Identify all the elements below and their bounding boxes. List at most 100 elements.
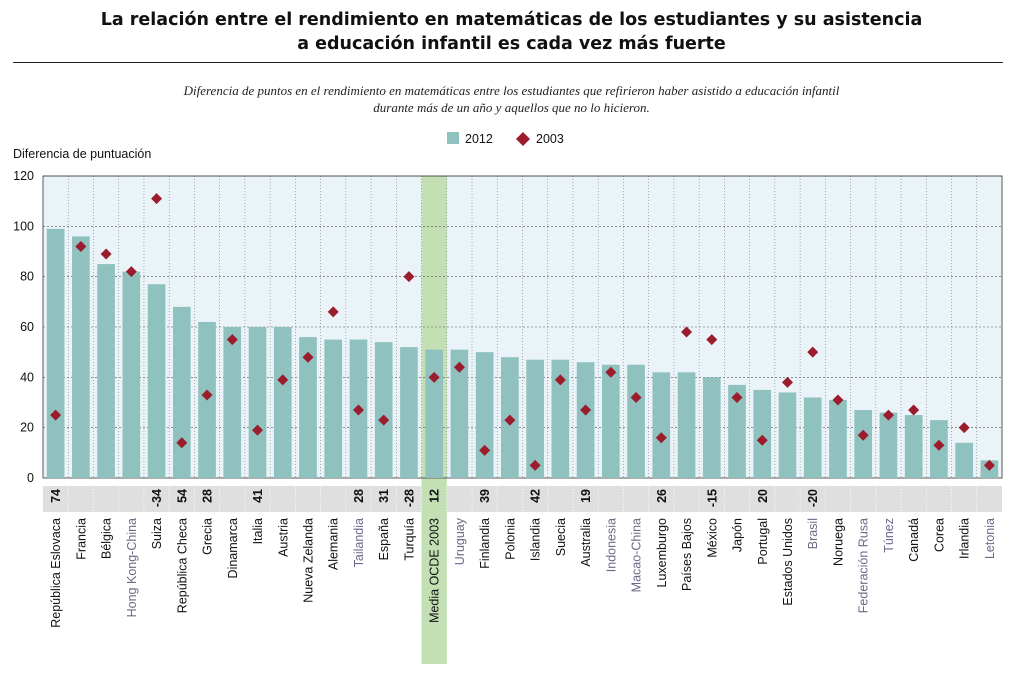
category-label: Alemania (327, 518, 341, 570)
category-label: Federación Rusa (857, 518, 871, 613)
chart-title: La relación entre el rendimiento en mate… (0, 8, 1023, 56)
difference-value: -20 (806, 489, 820, 507)
category-label: Polonia (503, 518, 517, 560)
bar-2012 (854, 410, 873, 478)
bar-2012 (374, 342, 393, 478)
marker-2003 (681, 326, 693, 338)
category-label: Turquía (402, 518, 416, 561)
marker-2003 (75, 240, 87, 252)
marker-2003 (882, 409, 894, 421)
bar-2012 (450, 349, 469, 478)
category-label: Indonesia (604, 518, 618, 572)
plot-area: 0 20 40 60 80 100 120 74 -34 54 28 41 28 31 -28 12 39 42 1… (13, 169, 1003, 664)
chart-title-line-1: La relación entre el rendimiento en mate… (100, 10, 923, 30)
difference-cell (800, 486, 826, 512)
marker-2003 (378, 414, 390, 426)
bar-2012 (803, 397, 822, 478)
category-label: Estados Unidos (781, 518, 795, 606)
marker-2003 (983, 459, 995, 471)
bar-2012 (652, 372, 671, 478)
difference-value: 28 (201, 489, 215, 503)
marker-2003 (908, 404, 920, 416)
bar-2012 (702, 377, 721, 478)
difference-cell (850, 486, 876, 512)
difference-cell (371, 486, 397, 512)
marker-2003 (958, 422, 970, 434)
category-label: Irlandia (958, 518, 972, 559)
bar-2012 (400, 347, 418, 478)
marker-2003 (529, 459, 541, 471)
category-label: Bélgica (100, 518, 114, 559)
difference-cell (572, 486, 599, 512)
bar-2012 (425, 349, 444, 478)
marker-2003 (252, 424, 264, 436)
marker-2003 (857, 429, 869, 441)
category-label: Países Bajos (680, 518, 694, 591)
bar-2012 (955, 442, 973, 478)
difference-cell (295, 486, 321, 512)
marker-2003 (706, 334, 718, 346)
bar-2012 (248, 327, 267, 478)
legend-swatch-2012 (447, 132, 459, 144)
category-label: Canadá (907, 518, 921, 562)
category-label: Macao-China (630, 518, 644, 592)
category-label: Letonia (983, 518, 997, 559)
title-divider (13, 62, 1003, 63)
bar-2012 (475, 352, 494, 478)
marker-2003 (100, 248, 112, 260)
category-label: Italia (251, 518, 265, 544)
category-label: Luxemburgo (655, 518, 669, 588)
category-label: Suecia (554, 518, 568, 556)
plot-frame (42, 175, 1003, 479)
difference-value: -34 (150, 489, 164, 507)
marker-2003 (352, 404, 364, 416)
legend: 2012 2003 (447, 132, 564, 146)
difference-cell (522, 486, 548, 512)
category-label: Francia (74, 518, 88, 560)
category-label: Australia (579, 518, 593, 567)
difference-value: 39 (478, 489, 492, 503)
marker-2003 (731, 391, 743, 403)
y-tick-label: 80 (20, 270, 34, 284)
legend-label-2012: 2012 (465, 132, 493, 146)
marker-2003 (807, 346, 819, 358)
marker-2003 (605, 366, 617, 378)
difference-cell (320, 486, 346, 512)
difference-cell (749, 486, 775, 512)
difference-cell (194, 486, 220, 512)
bar-2012 (324, 339, 343, 478)
marker-2003 (756, 434, 768, 446)
marker-2003 (50, 409, 62, 421)
marker-2003 (327, 306, 339, 318)
marker-2003 (580, 404, 592, 416)
bar-2012 (46, 228, 65, 478)
marker-2003 (655, 432, 667, 444)
difference-cell (825, 486, 851, 512)
difference-cell (169, 486, 195, 512)
y-tick-label: 0 (27, 471, 34, 485)
bar-2012 (223, 327, 242, 478)
bar-2012 (122, 271, 141, 478)
difference-cell (219, 486, 245, 512)
category-label: Túnez (882, 518, 896, 553)
difference-value: -15 (705, 489, 719, 507)
marker-2003 (832, 394, 844, 406)
y-tick-label: 40 (20, 370, 34, 384)
legend-marker-2003 (516, 132, 530, 146)
category-label: Nueva Zelanda (301, 518, 315, 603)
category-label: Hong Kong-China (125, 518, 139, 617)
y-tick-label: 120 (13, 169, 34, 183)
difference-value: -28 (402, 489, 416, 507)
bar-2012 (829, 399, 847, 478)
marker-2003 (933, 439, 945, 451)
difference-cell (623, 486, 649, 512)
difference-cell (143, 486, 170, 512)
category-label: Japón (731, 518, 745, 552)
difference-cell (774, 486, 801, 512)
category-label: Islandia (529, 518, 543, 561)
bar-2012 (273, 327, 292, 478)
marker-2003 (403, 271, 415, 283)
difference-cell (244, 486, 271, 512)
difference-value: 12 (428, 489, 442, 503)
